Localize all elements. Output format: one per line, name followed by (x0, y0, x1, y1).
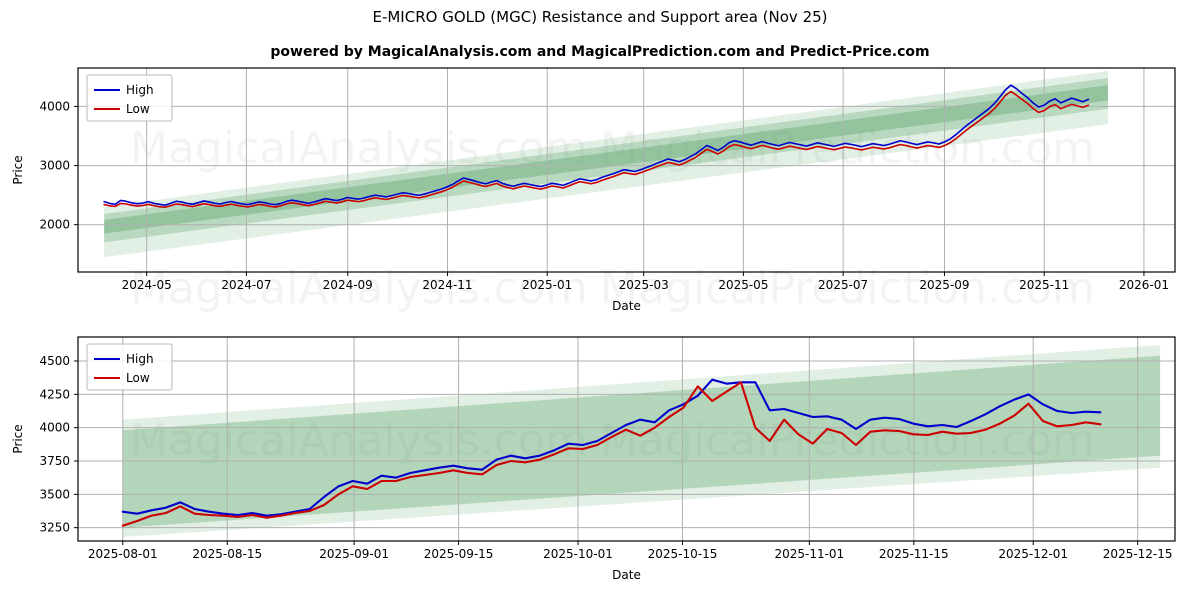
x-tick-label: 2024-09 (323, 278, 373, 292)
series-line-high (103, 84, 1090, 206)
x-tick-label: 2025-10-01 (543, 547, 613, 561)
y-tick-label: 4250 (39, 387, 70, 401)
chart-overview: 2000 3000 4000 2024-05 2024-07 2024-09 2024-11… (11, 67, 1176, 313)
y-tick-label: 3000 (39, 159, 70, 173)
series-line-low (103, 90, 1090, 209)
x-tick-label: 2024-05 (122, 278, 172, 292)
x-tick-label: 2025-10-15 (648, 547, 718, 561)
band-support-resistance-inner (104, 85, 1108, 234)
band-support-resistance-outer (104, 70, 1108, 258)
plot-frame (77, 336, 1176, 542)
x-tick-label: 2025-09 (919, 278, 969, 292)
y-tick-label: 4000 (39, 99, 70, 113)
band-support-resistance-outer (122, 345, 1161, 537)
page-subtitle: powered by MagicalAnalysis.com and Magic… (270, 44, 930, 60)
x-tick-label: 2024-11 (422, 278, 472, 292)
x-tick-label: 2025-11-01 (774, 547, 844, 561)
legend-label-high[interactable]: High (126, 352, 154, 366)
x-tick-label: 2025-03 (619, 278, 669, 292)
series-line-low (121, 381, 1102, 527)
x-tick-label: 2025-07 (818, 278, 868, 292)
x-tick-label: 2025-09-01 (319, 547, 389, 561)
y-tick-label: 4000 (39, 421, 70, 435)
y-tick-label: 2000 (39, 218, 70, 232)
chart-detail: 3250 3500 3750 4000 4250 4500 2025-08-01 2025-0… (11, 336, 1176, 582)
y-tick-label: 3500 (39, 487, 70, 501)
x-tick-label: 2025-05 (718, 278, 768, 292)
y-tick-label: 3750 (39, 454, 70, 468)
legend-label-low[interactable]: Low (126, 371, 150, 385)
legend-label-high[interactable]: High (126, 83, 154, 97)
x-axis-label: Date (612, 299, 641, 313)
x-tick-label: 2025-12-15 (1103, 547, 1173, 561)
y-tick-label: 3250 (39, 521, 70, 535)
x-tick-label: 2025-12-01 (998, 547, 1068, 561)
x-tick-label: 2024-07 (221, 278, 271, 292)
y-tick-label: 4500 (39, 354, 70, 368)
x-tick-label: 2025-11-15 (879, 547, 949, 561)
series-line-high (121, 378, 1102, 517)
x-tick-label: 2025-01 (522, 278, 572, 292)
x-tick-label: 2025-08-15 (192, 547, 262, 561)
y-axis-label: Price (11, 424, 25, 453)
x-tick-label: 2025-08-01 (88, 547, 158, 561)
x-tick-label: 2026-01 (1119, 278, 1169, 292)
plot-frame (77, 67, 1176, 273)
x-tick-label: 2025-11 (1019, 278, 1069, 292)
band-support-resistance-inner (122, 355, 1161, 528)
y-axis-label: Price (11, 155, 25, 184)
page-title: E-MICRO GOLD (MGC) Resistance and Suppor… (372, 8, 828, 26)
x-tick-label: 2025-09-15 (424, 547, 494, 561)
legend-label-low[interactable]: Low (126, 102, 150, 116)
watermark-analysis: MagicalAnalysis.com (130, 415, 588, 466)
x-axis-label: Date (612, 568, 641, 582)
